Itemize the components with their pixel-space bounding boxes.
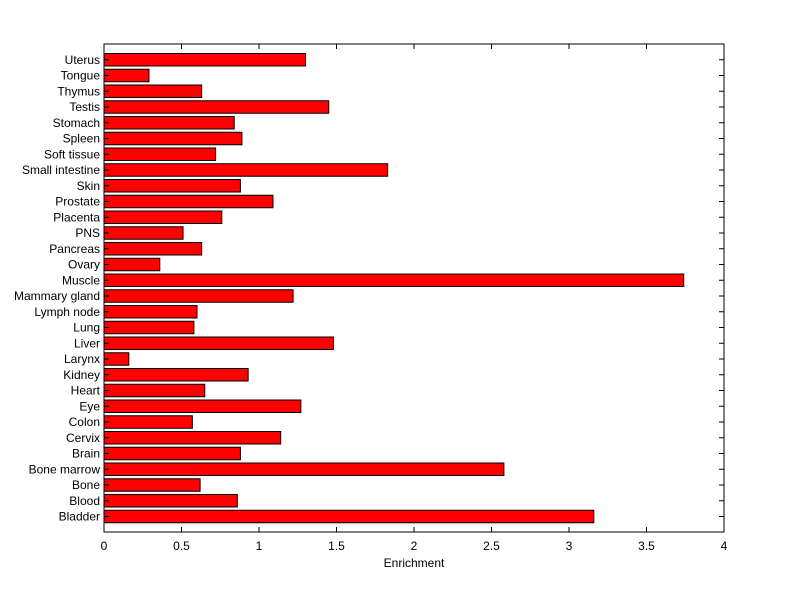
y-tick-label-kidney: Kidney (63, 368, 100, 382)
y-tick-label-brain: Brain (72, 447, 100, 461)
y-tick-label-placenta: Placenta (53, 210, 100, 224)
y-tick-label-thymus: Thymus (57, 84, 100, 98)
y-tick-label-spleen: Spleen (63, 132, 100, 146)
bar-small-intestine (103, 163, 389, 177)
x-tick-4-label: 4 (721, 539, 728, 553)
y-tick-label-mammary-gland: Mammary gland (14, 289, 100, 303)
y-tick-label-stomach: Stomach (53, 116, 100, 130)
x-tick-0-5-label: 0.5 (173, 539, 190, 553)
bar-uterus (103, 53, 306, 67)
bar-heart (103, 383, 206, 398)
y-tick-label-colon: Colon (69, 415, 100, 429)
y-tick-label-muscle: Muscle (62, 273, 100, 287)
y-tick-label-lung: Lung (73, 321, 100, 335)
bar-lymph-node (103, 305, 198, 319)
bar-stomach (103, 116, 235, 130)
plot-frame (103, 43, 725, 533)
y-tick-label-eye: Eye (79, 399, 100, 413)
y-tick-label-prostate: Prostate (55, 195, 100, 209)
bar-ovary (103, 257, 161, 272)
y-tick-label-heart: Heart (71, 384, 101, 398)
bar-muscle (103, 273, 685, 287)
y-tick-label-cervix: Cervix (66, 431, 100, 445)
bar-lung (103, 320, 195, 335)
y-tick-label-uterus: Uterus (65, 53, 100, 67)
y-tick-label-testis: Testis (69, 100, 100, 114)
bar-cervix (103, 431, 282, 445)
bar-testis (103, 100, 330, 114)
bar-brain (103, 446, 241, 461)
y-tick-label-bone: Bone (72, 478, 100, 492)
bar-placenta (103, 210, 223, 224)
x-tick-1-label: 1 (256, 539, 263, 553)
bar-bladder (103, 509, 595, 524)
x-tick-2-label: 2 (411, 539, 418, 553)
x-tick-0-label: 0 (101, 539, 108, 553)
bar-blood (103, 494, 238, 508)
x-tick-3-label: 3 (566, 539, 573, 553)
bar-bone (103, 478, 201, 492)
y-tick-label-bone-marrow: Bone marrow (29, 462, 101, 476)
bar-pancreas (103, 242, 203, 256)
y-tick-label-larynx: Larynx (64, 352, 100, 366)
bar-colon (103, 415, 193, 429)
bar-kidney (103, 368, 249, 382)
y-tick-label-blood: Blood (69, 494, 100, 508)
y-tick-label-lymph-node: Lymph node (34, 305, 100, 319)
bar-bone-marrow (103, 462, 505, 476)
y-tick-label-bladder: Bladder (59, 510, 100, 524)
bar-mammary-gland (103, 289, 294, 303)
y-tick-label-tongue: Tongue (61, 69, 101, 83)
x-axis-ticks: 0 0.5 1 1.5 2 2.5 3 3.5 4 (101, 44, 728, 553)
y-tick-label-soft-tissue: Soft tissue (44, 147, 100, 161)
bar-skin (103, 179, 241, 193)
bar-spleen (103, 131, 243, 146)
y-tick-label-small-intestine: Small intestine (22, 163, 100, 177)
y-tick-label-skin: Skin (77, 179, 100, 193)
bar-eye (103, 399, 302, 413)
y-tick-label-pns: PNS (75, 226, 100, 240)
x-tick-2-5-label: 2.5 (483, 539, 500, 553)
x-tick-1-5-label: 1.5 (328, 539, 345, 553)
bar-thymus (103, 84, 203, 98)
x-axis-title: Enrichment (384, 556, 445, 570)
bar-tongue (103, 68, 150, 83)
x-tick-3-5-label: 3.5 (638, 539, 655, 553)
y-tick-label-pancreas: Pancreas (49, 242, 100, 256)
bar-prostate (103, 194, 274, 209)
y-tick-label-ovary: Ovary (68, 258, 100, 272)
y-tick-label-liver: Liver (74, 336, 100, 350)
bar-liver (103, 336, 334, 350)
bar-pns (103, 226, 184, 240)
bar-soft-tissue (103, 147, 217, 161)
